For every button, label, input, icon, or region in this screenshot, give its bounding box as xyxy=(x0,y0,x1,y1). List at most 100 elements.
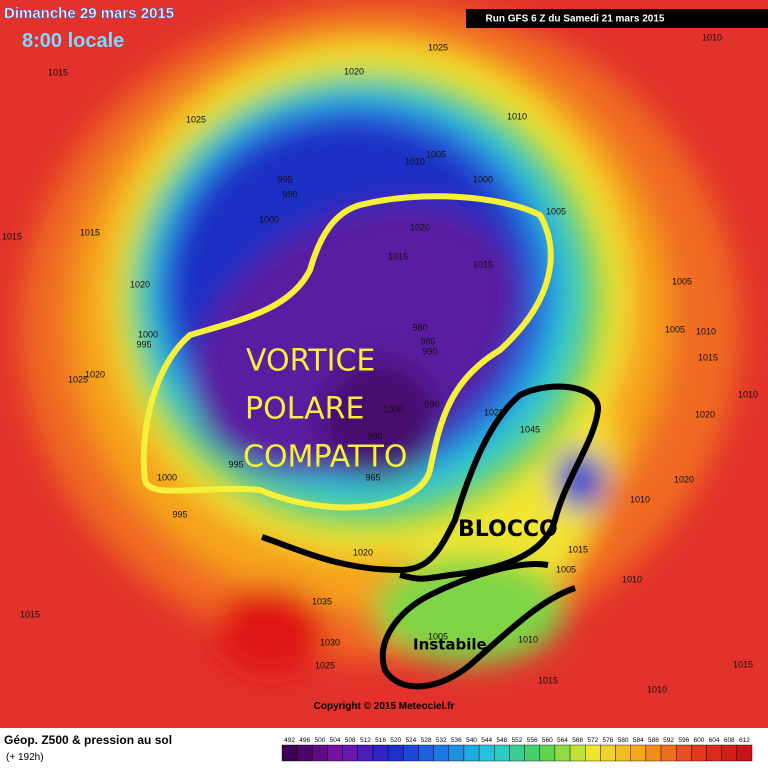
pressure-label: 1015 xyxy=(2,231,22,241)
pressure-label: 1015 xyxy=(698,352,718,362)
scale-label: 516 xyxy=(375,737,386,744)
scale-label: 508 xyxy=(345,737,356,744)
scale-swatch xyxy=(433,744,449,762)
scale-label: 532 xyxy=(436,737,447,744)
scale-swatch xyxy=(675,744,692,762)
scale-swatch xyxy=(509,744,525,762)
pressure-label: 1025 xyxy=(484,407,504,417)
annotation: BLOCCO xyxy=(458,517,558,542)
footer-lead: (+ 192h) xyxy=(6,752,44,763)
scale-swatch xyxy=(539,744,556,762)
scale-label: 608 xyxy=(724,737,735,744)
scale-swatch xyxy=(721,744,738,762)
scale-label: 552 xyxy=(512,737,523,744)
pressure-label: 995 xyxy=(228,459,243,469)
pressure-label: 1000 xyxy=(383,404,403,414)
scale-label: 556 xyxy=(527,737,538,744)
scale-swatch xyxy=(403,744,419,762)
scale-swatch xyxy=(630,744,647,762)
pressure-label: 990 xyxy=(282,189,297,199)
block-outline xyxy=(261,383,601,582)
pressure-label: 1015 xyxy=(568,544,588,554)
pressure-label: 1015 xyxy=(473,259,493,269)
pressure-label: 1005 xyxy=(546,206,566,216)
scale-label: 604 xyxy=(709,737,720,744)
scale-swatch xyxy=(706,744,722,762)
pressure-label: 1020 xyxy=(674,474,694,484)
pressure-label: 1030 xyxy=(320,637,340,647)
pressure-label: 1015 xyxy=(388,251,408,261)
pressure-label: 980 xyxy=(412,322,427,332)
pressure-label: 1005 xyxy=(428,631,448,641)
scale-swatch xyxy=(585,744,601,762)
scale-swatch xyxy=(554,744,571,762)
scale-swatch xyxy=(494,744,510,762)
pressure-label: 965 xyxy=(365,472,380,482)
pressure-label: 1010 xyxy=(696,326,716,336)
pressure-label: 1005 xyxy=(665,324,685,334)
pressure-label: 1010 xyxy=(518,634,538,644)
scale-label: 596 xyxy=(678,737,689,744)
footer-title: Géop. Z500 & pression au sol xyxy=(4,733,172,747)
annotation: VORTICE xyxy=(246,344,375,379)
pressure-label: 1000 xyxy=(259,214,279,224)
scale-label: 544 xyxy=(481,737,492,744)
scale-label: 584 xyxy=(633,737,644,744)
scale-swatch xyxy=(615,744,631,762)
scale-swatch xyxy=(448,744,465,762)
scale-swatch xyxy=(281,744,298,762)
run-box xyxy=(466,9,768,28)
vortex-outline xyxy=(140,193,554,511)
pressure-label: 1010 xyxy=(405,156,425,166)
pressure-label: 1015 xyxy=(80,227,100,237)
scale-label: 600 xyxy=(694,737,705,744)
pressure-label: 1005 xyxy=(672,276,692,286)
pressure-label: 1020 xyxy=(344,66,364,76)
pressure-label: 1005 xyxy=(556,564,576,574)
pressure-label: 1020 xyxy=(130,279,150,289)
copyright: Copyright © 2015 Meteociel.fr xyxy=(314,701,455,712)
scale-swatch xyxy=(691,744,707,762)
pressure-label: 1010 xyxy=(738,389,758,399)
pressure-label: 1035 xyxy=(312,596,332,606)
pressure-label: 1025 xyxy=(428,42,448,52)
scale-label: 504 xyxy=(330,737,341,744)
pressure-label: 1025 xyxy=(68,374,88,384)
run-info: Run GFS 6 Z du Samedi 21 mars 2015 xyxy=(486,14,665,25)
pressure-label: 995 xyxy=(277,174,292,184)
scale-label: 492 xyxy=(284,737,295,744)
pressure-label: 1020 xyxy=(85,369,105,379)
scale-swatch xyxy=(600,744,616,762)
scale-swatch xyxy=(463,744,480,762)
pressure-label: 1000 xyxy=(157,472,177,482)
pressure-label: 1015 xyxy=(733,659,753,669)
pressure-label: 990 xyxy=(424,399,439,409)
scale-swatch xyxy=(569,744,586,762)
pressure-label: 995 xyxy=(172,509,187,519)
pressure-label: 1010 xyxy=(647,684,667,694)
unstable-outline xyxy=(379,561,576,690)
scale-label: 524 xyxy=(405,737,416,744)
scale-label: 568 xyxy=(572,737,583,744)
pressure-label: 1010 xyxy=(630,494,650,504)
scale-swatch xyxy=(327,744,343,762)
scale-swatch xyxy=(387,744,404,762)
scale-swatch xyxy=(418,744,434,762)
pressure-label: 1005 xyxy=(426,149,446,159)
scale-label: 540 xyxy=(466,737,477,744)
scale-label: 572 xyxy=(587,737,598,744)
scale-label: 612 xyxy=(739,737,750,744)
annotation: POLARE xyxy=(245,392,364,427)
scale-label: 588 xyxy=(648,737,659,744)
scale-swatch xyxy=(524,744,540,762)
pressure-label: 1010 xyxy=(622,574,642,584)
scale-label: 564 xyxy=(557,737,568,744)
scale-label: 512 xyxy=(360,737,371,744)
pressure-label: 990 xyxy=(367,431,382,441)
pressure-label: 1015 xyxy=(538,675,558,685)
pressure-label: 1000 xyxy=(473,174,493,184)
annotation: COMPATTO xyxy=(243,440,408,475)
pressure-label: 1015 xyxy=(48,67,68,77)
